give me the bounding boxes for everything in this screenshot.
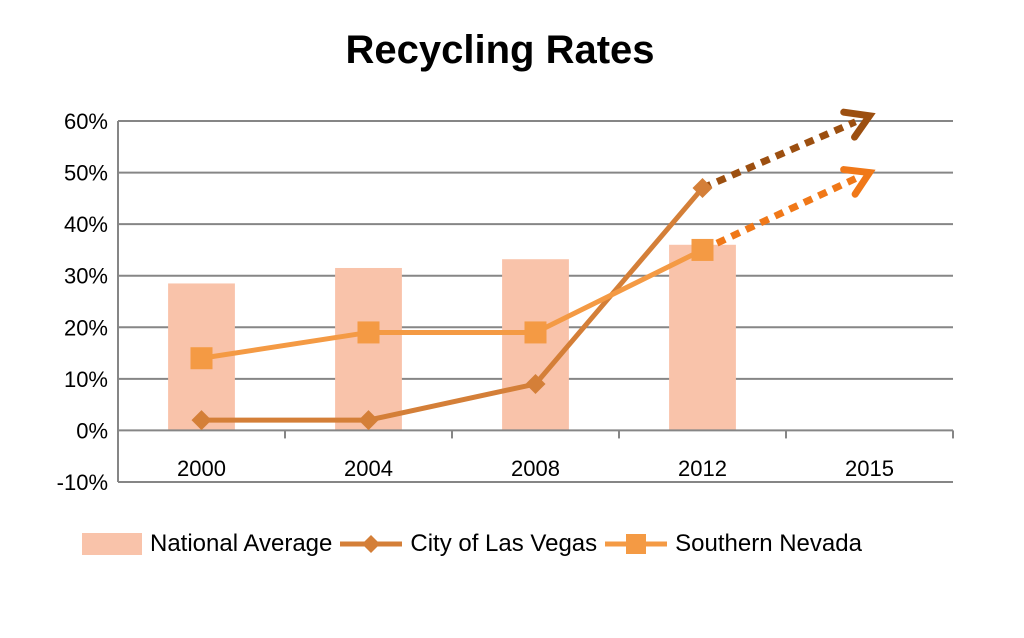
axes bbox=[117, 121, 954, 482]
legend-label: Southern Nevada bbox=[675, 530, 862, 557]
marker-square bbox=[524, 321, 547, 344]
projection-arrowhead bbox=[840, 108, 876, 141]
marker-square bbox=[357, 321, 380, 344]
marker-diamond bbox=[692, 178, 713, 199]
x-tick-label: 2004 bbox=[344, 456, 393, 481]
y-tick-label: 30% bbox=[64, 264, 108, 289]
bar-national-average bbox=[502, 259, 569, 431]
y-tick-label: 50% bbox=[64, 161, 108, 186]
marker-square bbox=[190, 347, 213, 370]
series-line-southern-nevada bbox=[201, 247, 704, 361]
chart-title: Recycling Rates bbox=[345, 28, 655, 72]
y-tick-label: 20% bbox=[64, 315, 108, 340]
x-tick-label: 2015 bbox=[845, 456, 894, 481]
series-line-city-of-las-vegas bbox=[201, 186, 705, 423]
marker-diamond bbox=[358, 410, 379, 431]
legend-swatch-diamond-line bbox=[340, 535, 403, 553]
projection-dotted-line bbox=[701, 118, 857, 192]
legend-item-national-average: National Average bbox=[82, 530, 334, 558]
bar-national-average bbox=[669, 244, 736, 431]
y-tick-label: 40% bbox=[64, 212, 108, 237]
legend-label: City of Las Vegas bbox=[410, 530, 598, 557]
x-tick-label: 2008 bbox=[511, 456, 560, 481]
legend-swatch-bar bbox=[82, 533, 142, 555]
y-tick-label: 10% bbox=[64, 367, 108, 392]
tick-labels: -10% 0% 10% 20% 30% 40% 50% 60% 2000 2004 2008 2012… bbox=[57, 109, 894, 495]
y-tick-label: 0% bbox=[76, 418, 108, 443]
legend-item-city-of-las-vegas: City of Las Vegas bbox=[340, 530, 599, 558]
legend-label: National Average bbox=[150, 530, 333, 557]
marker-diamond bbox=[525, 374, 546, 395]
series-lines bbox=[190, 108, 876, 431]
bar-national-average bbox=[335, 267, 402, 431]
marker-diamond bbox=[191, 410, 212, 431]
x-tick-label: 2012 bbox=[678, 456, 727, 481]
legend-item-southern-nevada: Southern Nevada bbox=[605, 530, 864, 558]
y-tick-label: -10% bbox=[57, 470, 108, 495]
projection-arrowhead bbox=[840, 166, 876, 198]
projection-dotted-line bbox=[701, 175, 857, 254]
legend-swatch-square-line bbox=[605, 534, 668, 554]
x-tick-label: 2000 bbox=[177, 456, 226, 481]
legend: National Average City of Las Vegas South… bbox=[82, 524, 870, 564]
marker-square bbox=[691, 238, 714, 261]
y-tick-label: 60% bbox=[64, 109, 108, 134]
